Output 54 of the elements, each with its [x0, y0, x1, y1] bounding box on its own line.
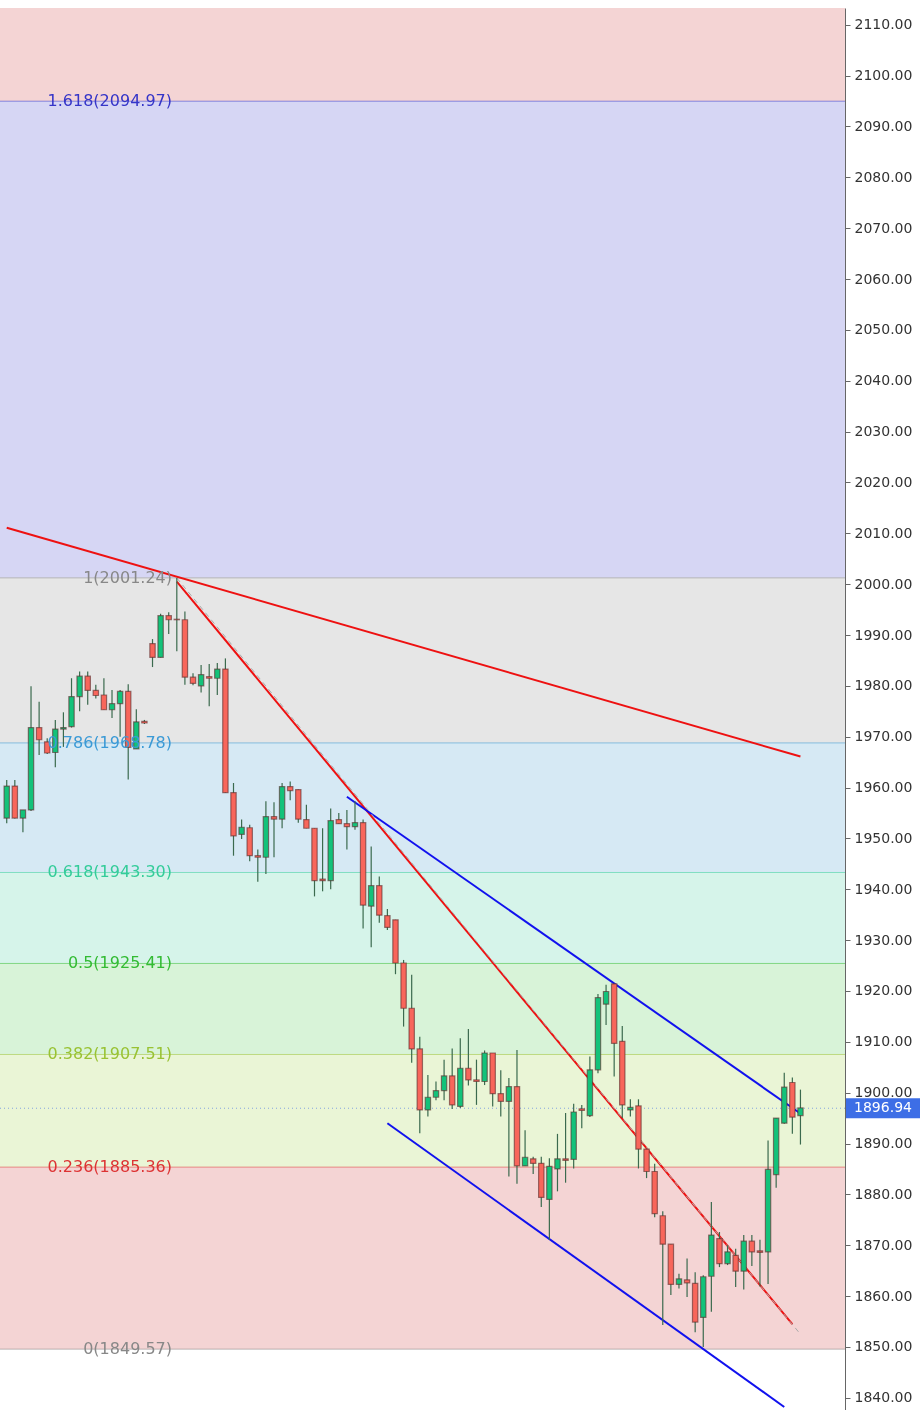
y-tick-label: 1940.00: [854, 880, 913, 897]
y-tick-label: 1850.00: [854, 1338, 913, 1355]
y-tick-label: 1910.00: [854, 1033, 913, 1050]
y-tick-label: 2080.00: [854, 168, 913, 185]
y-tick-label: 2000.00: [854, 575, 913, 592]
y-tick-label: 2040.00: [854, 372, 913, 389]
candlestick: [351, 800, 359, 831]
y-tick-label: 2100.00: [854, 67, 913, 84]
candlestick: [505, 1077, 513, 1178]
candlestick: [197, 664, 205, 694]
y-tick-label: 2110.00: [854, 16, 913, 33]
candlestick: [343, 809, 351, 851]
candlestick: [683, 1257, 691, 1298]
y-tick-label: 1900.00: [854, 1084, 913, 1101]
candlestick: [432, 1080, 440, 1101]
ref-line-label: 0.5(1925.41): [67, 953, 172, 973]
ref-line-label: 0.618(1943.30): [47, 862, 172, 882]
y-tick-label: 1970.00: [854, 728, 913, 745]
y-tick-label: 2050.00: [854, 321, 913, 338]
y-tick-label: 2060.00: [854, 270, 913, 287]
ref-line-label: 1(2001.24): [83, 567, 172, 587]
y-tick-label: 1840.00: [854, 1389, 913, 1406]
y-tick-label: 2010.00: [854, 524, 913, 541]
y-tick-label: 1870.00: [854, 1236, 913, 1253]
candlestick: [578, 1104, 586, 1129]
y-tick-label: 1920.00: [854, 982, 913, 999]
y-tick-label: 1890.00: [854, 1135, 913, 1152]
y-tick-label: 1980.00: [854, 677, 913, 694]
y-tick-label: 1860.00: [854, 1287, 913, 1304]
y-tick-label: 2020.00: [854, 473, 913, 490]
candlestick: [108, 689, 116, 719]
y-tick-label: 2070.00: [854, 219, 913, 236]
ref-line-label: 0.382(1907.51): [47, 1044, 172, 1064]
y-tick-label: 1960.00: [854, 779, 913, 796]
candlestick: [440, 1059, 448, 1101]
candlestick: [100, 677, 108, 711]
candlestick: [602, 984, 610, 1026]
candlestick: [424, 1074, 432, 1118]
candlestick: [35, 701, 43, 756]
y-tick-label: 2030.00: [854, 423, 913, 440]
y-tick-label: 1930.00: [854, 931, 913, 948]
ref-line-label: 0(1849.57): [83, 1339, 172, 1359]
y-tick-label: 1880.00: [854, 1185, 913, 1202]
y-tick-label: 1950.00: [854, 829, 913, 846]
ref-line-label: 0.236(1885.36): [47, 1157, 172, 1177]
y-tick-label: 1990.00: [854, 626, 913, 643]
candlestick: [270, 801, 278, 858]
candlestick: [756, 1239, 764, 1288]
candlestick: [116, 689, 124, 738]
candlestick: [521, 1129, 529, 1167]
y-tick-label: 2090.00: [854, 117, 913, 134]
ref-line-label: 1896.94: [854, 1099, 913, 1116]
ref-line-label: 1.618(2094.97): [47, 91, 172, 111]
candlestick: [19, 809, 27, 833]
